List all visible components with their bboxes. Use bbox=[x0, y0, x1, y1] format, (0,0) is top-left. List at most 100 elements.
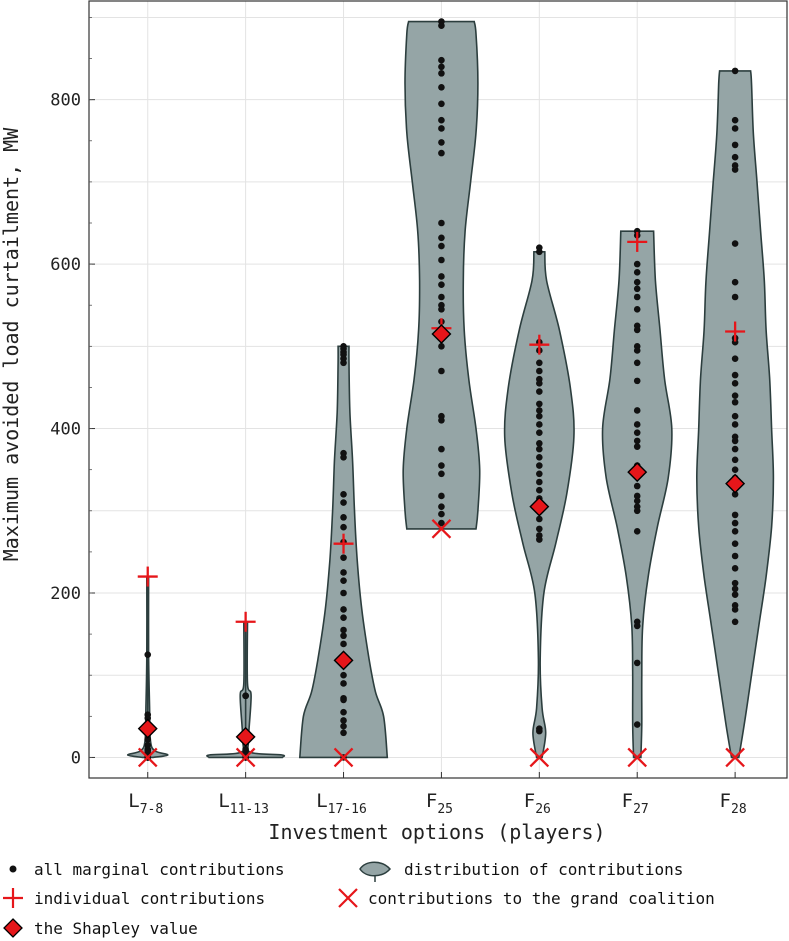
marginal-dot bbox=[731, 412, 739, 420]
marginal-dot bbox=[536, 515, 543, 523]
marginal-dot bbox=[536, 412, 543, 420]
marginal-dot bbox=[438, 492, 445, 500]
marginal-dot bbox=[633, 659, 641, 667]
legend-item-shapley: the Shapley value bbox=[2, 915, 198, 941]
marginal-dot bbox=[731, 153, 739, 161]
marginal-dot bbox=[633, 407, 641, 414]
marginal-dot bbox=[438, 510, 445, 518]
marginal-dot bbox=[731, 618, 739, 626]
marginal-dot bbox=[731, 421, 739, 428]
marginal-dot bbox=[633, 269, 641, 276]
marginal-dot bbox=[536, 388, 543, 395]
marginal-dot bbox=[633, 421, 641, 428]
y-tick-label: 0 bbox=[71, 748, 81, 768]
marginal-dot bbox=[731, 371, 739, 379]
marginal-dot bbox=[144, 714, 152, 722]
marginal-dot bbox=[633, 622, 641, 630]
y-tick-label: 800 bbox=[50, 91, 81, 111]
marginal-dot bbox=[536, 429, 543, 436]
marginal-dot bbox=[633, 507, 641, 515]
marginal-dot bbox=[438, 234, 445, 242]
x-tick-label: F25 bbox=[426, 790, 453, 817]
marginal-dot bbox=[340, 589, 347, 597]
marginal-dot bbox=[633, 377, 641, 385]
marginal-dot bbox=[340, 722, 347, 730]
marginal-dot bbox=[633, 347, 641, 354]
marginal-dot bbox=[340, 554, 347, 561]
marginal-dot bbox=[633, 443, 641, 450]
y-tick-label: 200 bbox=[50, 584, 81, 604]
marginal-dot bbox=[633, 492, 641, 500]
x-tick-label: L7-8 bbox=[128, 790, 163, 817]
legend-label-distribution: distribution of contributions bbox=[404, 859, 684, 879]
marginal-dot bbox=[438, 367, 445, 375]
shapley-marker bbox=[235, 726, 256, 747]
marginal-dot bbox=[438, 149, 445, 157]
marginal-dot bbox=[536, 470, 543, 478]
x-tick-label: F28 bbox=[720, 790, 747, 817]
shapley-marker bbox=[529, 496, 550, 517]
marginal-dot bbox=[536, 536, 543, 543]
marginal-dot bbox=[340, 606, 347, 613]
plot-frame bbox=[88, 0, 788, 779]
dot-icon bbox=[2, 856, 30, 882]
marginal-dot bbox=[438, 70, 445, 77]
marginal-dot bbox=[731, 579, 739, 587]
marginal-dot bbox=[340, 491, 347, 498]
marginal-dot bbox=[731, 141, 739, 149]
marginal-dot bbox=[633, 326, 641, 334]
marginal-dot bbox=[731, 166, 739, 173]
marginal-dot bbox=[438, 84, 445, 91]
marginal-dot bbox=[340, 569, 347, 576]
marginal-dot bbox=[340, 717, 347, 724]
plus-icon bbox=[2, 885, 30, 911]
marginal-dot bbox=[731, 67, 739, 75]
marginal-dot bbox=[340, 454, 347, 461]
marginal-dot bbox=[536, 478, 543, 486]
legend-label-marginal: all marginal contributions bbox=[34, 859, 285, 879]
y-axis-label: Maximum avoided load curtailment, MW bbox=[0, 127, 23, 561]
marginal-dot bbox=[536, 367, 543, 375]
marginal-dot bbox=[731, 528, 739, 535]
marginal-dot bbox=[536, 462, 543, 469]
marginal-dot bbox=[536, 421, 543, 428]
marginal-dot bbox=[438, 139, 445, 146]
marginal-dot bbox=[438, 445, 445, 453]
marginal-dot bbox=[731, 445, 739, 453]
legend-item-distribution: distribution of contributions bbox=[352, 856, 683, 882]
marginal-dot bbox=[438, 503, 445, 510]
shapley-marker bbox=[431, 324, 452, 344]
marginal-dot bbox=[340, 523, 347, 531]
marginal-dot bbox=[633, 429, 641, 436]
marginal-dot bbox=[633, 497, 641, 505]
diamond-icon bbox=[2, 915, 30, 941]
marginal-dot bbox=[438, 519, 445, 527]
marginal-dot bbox=[633, 278, 641, 286]
legend-label-grand: contributions to the grand coalition bbox=[368, 888, 715, 908]
marginal-dot bbox=[340, 359, 347, 367]
marginal-dot bbox=[438, 417, 445, 424]
grand-coalition-marker bbox=[725, 747, 745, 768]
marginal-dot bbox=[438, 256, 445, 264]
marginal-dot bbox=[536, 525, 543, 533]
marginal-dot bbox=[633, 437, 641, 445]
marginal-dot bbox=[536, 486, 543, 494]
marginal-dot bbox=[438, 273, 445, 280]
marginal-dot bbox=[144, 651, 152, 658]
legend-label-individual: individual contributions bbox=[34, 888, 266, 908]
marginal-dot bbox=[536, 407, 543, 414]
marginal-dot bbox=[731, 585, 739, 593]
marginal-dot bbox=[731, 456, 739, 464]
marginal-dot bbox=[438, 242, 445, 250]
marginal-dot bbox=[731, 125, 739, 132]
legend-item-individual: individual contributions bbox=[2, 885, 265, 911]
marginal-dot bbox=[438, 116, 445, 124]
cross-icon bbox=[336, 885, 364, 911]
marginal-dot bbox=[731, 392, 739, 399]
legend: all marginal contributions distribution … bbox=[0, 852, 789, 939]
marginal-dot bbox=[633, 482, 641, 490]
legend-item-grand: contributions to the grand coalition bbox=[336, 885, 715, 911]
marginal-dot bbox=[438, 343, 445, 350]
marginal-dot bbox=[731, 511, 739, 519]
marginal-dot bbox=[340, 626, 347, 634]
